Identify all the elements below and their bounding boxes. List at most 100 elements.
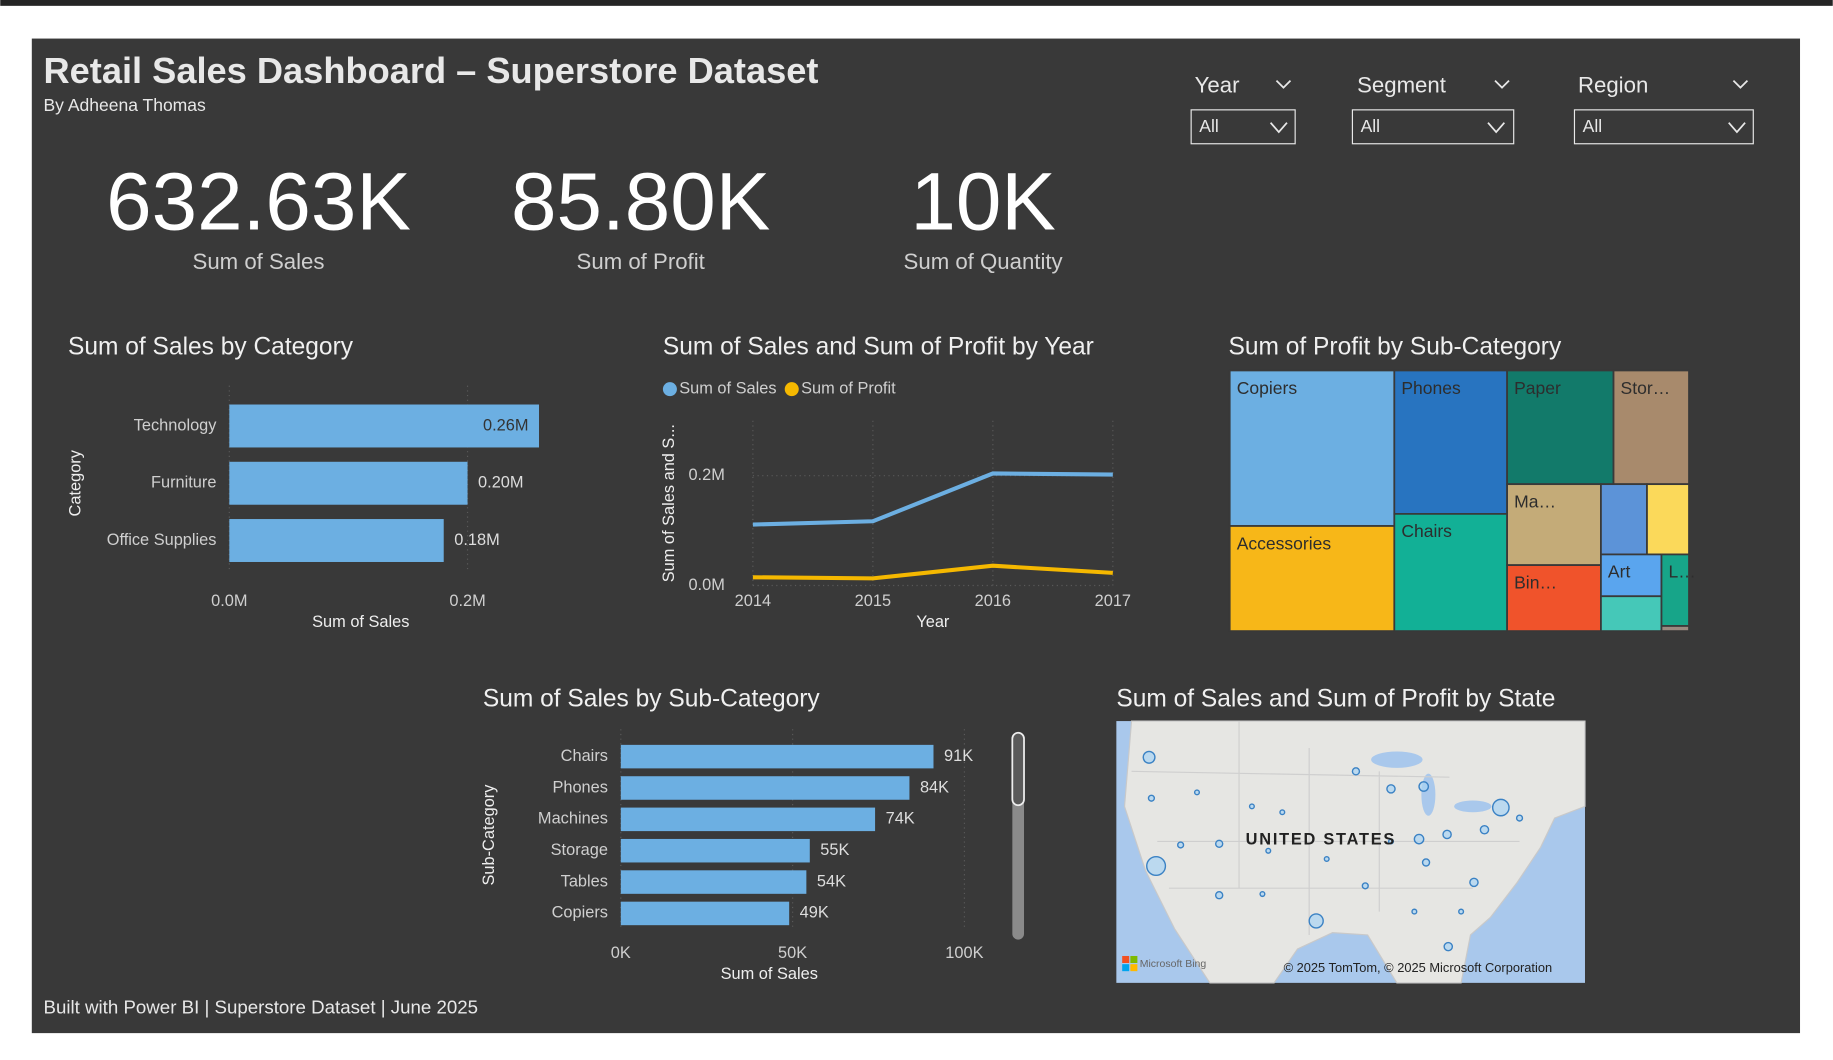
y-tick-label: 0.0M bbox=[688, 576, 724, 594]
kpi-label: Sum of Profit bbox=[577, 249, 705, 274]
treemap-cell bbox=[1393, 369, 1508, 515]
map-bubbles bbox=[1142, 750, 1524, 952]
dropdown[interactable] bbox=[1573, 109, 1754, 145]
filter-value: All bbox=[1583, 116, 1602, 136]
treemap-label: Art bbox=[1608, 562, 1631, 582]
state-borders bbox=[1131, 721, 1520, 935]
map-credit: © 2025 TomTom, © 2025 Microsoft Corporat… bbox=[1284, 960, 1553, 975]
bar bbox=[229, 404, 540, 448]
legend-marker bbox=[662, 382, 677, 397]
treemap-cell bbox=[1600, 483, 1648, 556]
filter-label: Segment bbox=[1357, 72, 1446, 97]
y-tick-label: Technology bbox=[134, 416, 218, 434]
chart-title: Sum of Sales by Category bbox=[68, 334, 354, 361]
data-label: 91K bbox=[944, 747, 973, 765]
logo-tile bbox=[1122, 955, 1130, 963]
y-tick-label: 0.2M bbox=[688, 466, 724, 484]
data-label: 74K bbox=[886, 810, 915, 828]
treemap-label: L… bbox=[1668, 562, 1695, 582]
y-axis-label: Sum of Sales and S... bbox=[660, 424, 678, 582]
x-tick-label: 100K bbox=[945, 944, 983, 962]
map-label: UNITED STATES bbox=[1246, 831, 1396, 849]
treemap-cell bbox=[1506, 369, 1615, 486]
data-label: 49K bbox=[800, 904, 829, 922]
data-label: 0.26M bbox=[483, 416, 528, 434]
scroll-thumb[interactable] bbox=[1011, 731, 1025, 807]
dropdown[interactable] bbox=[1190, 109, 1296, 145]
legend-label: Sum of Profit bbox=[801, 380, 896, 398]
treemap-cell bbox=[1228, 369, 1396, 527]
subtitle: By Adheena Thomas bbox=[43, 95, 206, 115]
x-axis-label: Sum of Sales bbox=[312, 613, 409, 631]
treemap-label: Bin… bbox=[1514, 572, 1557, 592]
logo-tile bbox=[1122, 964, 1130, 972]
line-series bbox=[752, 563, 1113, 581]
logo-tile bbox=[1130, 955, 1138, 963]
dashboard-title: Retail Sales Dashboard – Superstore Data… bbox=[43, 50, 818, 91]
legend-label: Sum of Sales bbox=[679, 380, 776, 398]
filter-label: Region bbox=[1578, 72, 1648, 97]
y-tick-label: Chairs bbox=[561, 747, 608, 765]
treemap-cell bbox=[1600, 595, 1663, 632]
legend-marker bbox=[784, 382, 799, 397]
chevron bbox=[1732, 80, 1749, 89]
filter-value: All bbox=[1199, 116, 1218, 136]
filter[interactable]: Year All bbox=[1190, 72, 1296, 145]
treemap-cell bbox=[1660, 625, 1690, 632]
x-tick-label: 50K bbox=[778, 944, 807, 962]
x-tick-label: 0.2M bbox=[449, 592, 485, 610]
filter-label: Year bbox=[1195, 72, 1240, 97]
data-label: 84K bbox=[920, 778, 949, 796]
treemap-cell bbox=[1612, 369, 1690, 486]
x-tick-label: 0K bbox=[611, 944, 631, 962]
footer: Built with Power BI | Superstore Dataset… bbox=[43, 997, 478, 1018]
x-axis-label: Sum of Sales bbox=[721, 965, 818, 983]
treemap-label: Phones bbox=[1401, 378, 1461, 398]
filter[interactable]: Region All bbox=[1573, 72, 1754, 145]
bar bbox=[620, 870, 807, 894]
kpi-value: 10K bbox=[910, 157, 1056, 248]
y-axis-label: Category bbox=[67, 449, 85, 516]
top-bar bbox=[0, 0, 1833, 6]
dropdown[interactable] bbox=[1351, 109, 1515, 145]
logo-tile bbox=[1130, 964, 1138, 972]
treemap-label: Ma… bbox=[1514, 491, 1556, 511]
treemap-cell bbox=[1600, 553, 1663, 598]
y-tick-label: Tables bbox=[561, 872, 608, 890]
treemap-cell bbox=[1646, 483, 1690, 556]
treemap-cell bbox=[1506, 483, 1602, 566]
y-tick-label: Machines bbox=[538, 810, 608, 828]
chevron bbox=[1269, 122, 1288, 134]
line-series bbox=[752, 471, 1113, 527]
chart-title: Sum of Sales by Sub-Category bbox=[483, 686, 821, 713]
chevron bbox=[1494, 80, 1510, 89]
bar bbox=[620, 838, 810, 863]
x-tick-label: 2017 bbox=[1095, 592, 1131, 610]
treemap-cell bbox=[1393, 512, 1508, 632]
bar bbox=[620, 901, 790, 926]
filter[interactable]: Segment All bbox=[1351, 72, 1515, 145]
map-credit: Microsoft Bing bbox=[1140, 958, 1207, 970]
x-tick-label: 2014 bbox=[735, 592, 771, 610]
bar bbox=[620, 807, 876, 832]
map bbox=[1116, 720, 1586, 984]
bar bbox=[229, 461, 468, 505]
y-axis-label: Sub-Category bbox=[480, 784, 498, 886]
lake bbox=[1454, 800, 1492, 813]
chevron bbox=[1275, 80, 1292, 89]
chevron bbox=[1728, 122, 1746, 134]
treemap-label: Stor… bbox=[1621, 378, 1671, 398]
treemap-label: Chairs bbox=[1401, 521, 1452, 541]
x-axis-label: Year bbox=[916, 613, 950, 631]
kpi-value: 85.80K bbox=[511, 157, 770, 248]
chart-title: Sum of Sales and Sum of Profit by Year bbox=[663, 334, 1094, 361]
x-tick-label: 2015 bbox=[855, 592, 891, 610]
data-label: 0.18M bbox=[454, 531, 499, 549]
bar bbox=[229, 519, 444, 562]
kpi-label: Sum of Quantity bbox=[904, 249, 1064, 274]
kpi-value: 632.63K bbox=[106, 157, 411, 248]
scrollbar[interactable] bbox=[1011, 731, 1025, 940]
bar bbox=[620, 744, 934, 769]
